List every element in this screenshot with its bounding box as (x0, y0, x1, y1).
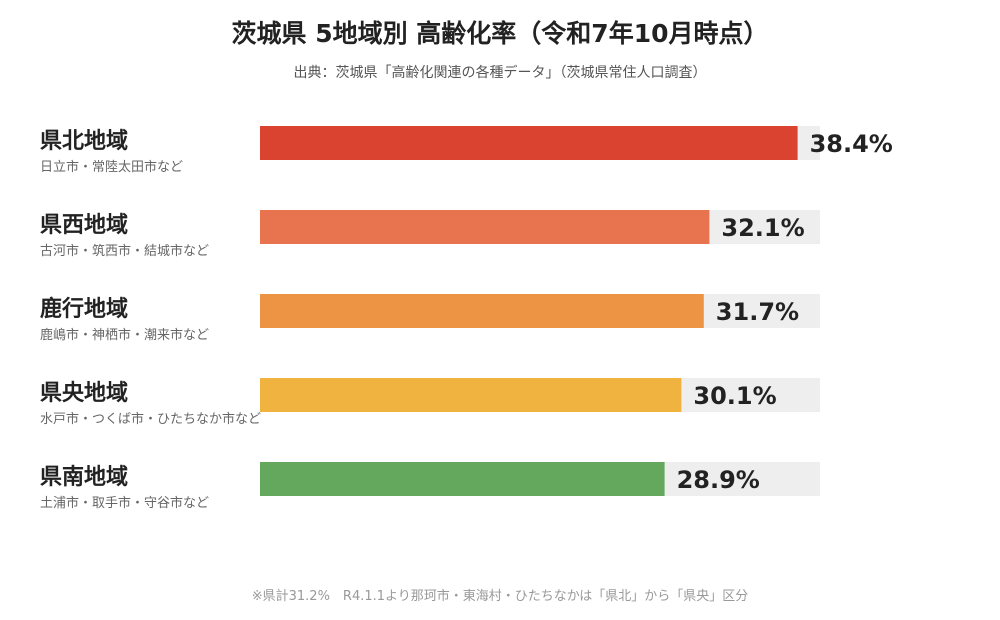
bar (260, 294, 704, 328)
chart-footnote: ※県計31.2% R4.1.1より那珂市・東海村・ひたちなかは「県北」から「県央… (251, 589, 749, 604)
category-label: 県南地域 (40, 464, 128, 490)
category-label: 県北地域 (40, 128, 128, 154)
chart-subtitle: 出典：茨城県「高齢化関連の各種データ」（茨城県常住人口調査） (293, 65, 707, 81)
chart-title: 茨城県 5地域別 高齢化率（令和7年10月時点） (231, 19, 769, 48)
bar (260, 378, 682, 412)
category-sublabel: 土浦市・取手市・守谷市など (40, 495, 209, 511)
category-sublabel: 日立市・常陸太田市など (40, 159, 183, 175)
bar (260, 462, 665, 496)
category-label: 県央地域 (40, 380, 128, 406)
category-sublabel: 鹿嶋市・神栖市・潮来市など (40, 327, 209, 343)
category-label: 鹿行地域 (40, 296, 128, 322)
value-label: 30.1% (693, 382, 776, 410)
category-sublabel: 水戸市・つくば市・ひたちなか市など (40, 411, 261, 427)
value-label: 38.4% (810, 130, 893, 158)
value-label: 31.7% (716, 298, 799, 326)
bar (260, 210, 710, 244)
value-label: 32.1% (721, 214, 804, 242)
category-label: 県西地域 (40, 212, 128, 238)
bar (260, 126, 798, 160)
category-sublabel: 古河市・筑西市・結城市など (40, 243, 209, 259)
value-label: 28.9% (677, 466, 760, 494)
